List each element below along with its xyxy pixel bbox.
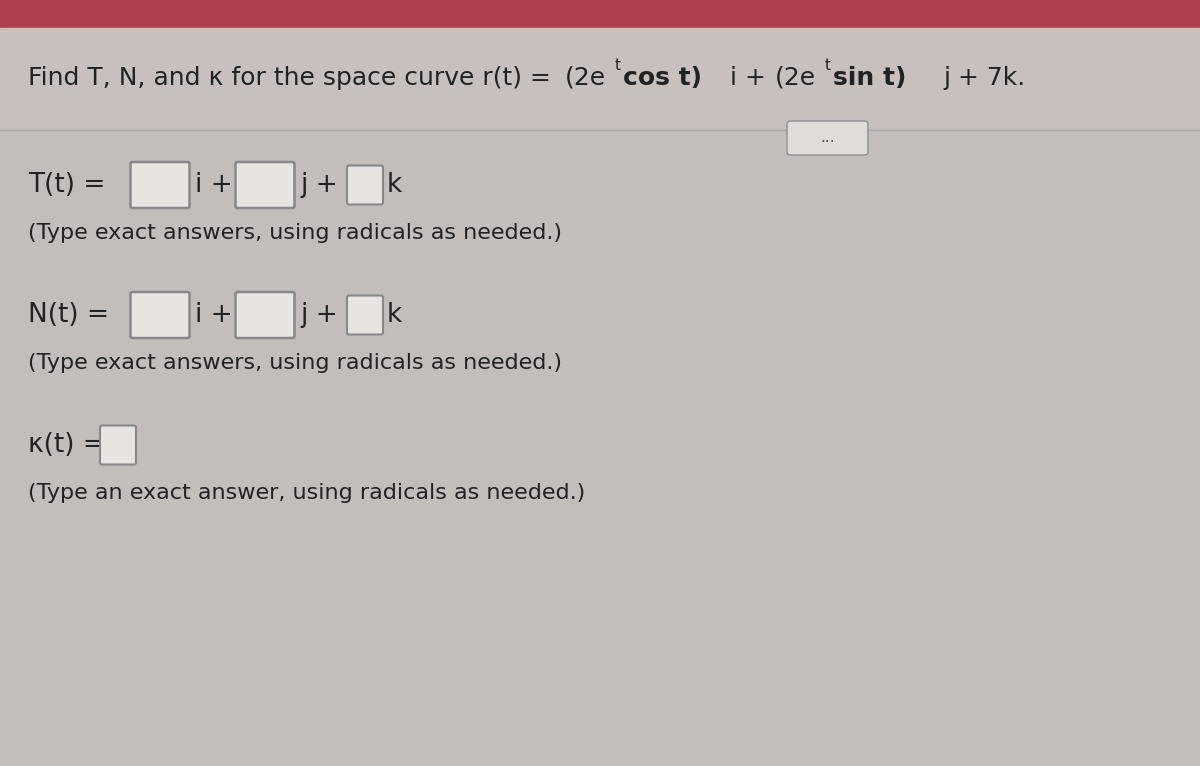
Text: j +: j + <box>300 302 337 328</box>
Text: i +: i + <box>194 302 233 328</box>
FancyBboxPatch shape <box>131 162 190 208</box>
Text: Find T, N, and κ for the space curve r(t) =: Find T, N, and κ for the space curve r(t… <box>28 66 559 90</box>
Text: (2e: (2e <box>565 66 606 90</box>
Text: j + 7k.: j + 7k. <box>943 66 1025 90</box>
Text: t: t <box>616 58 622 74</box>
FancyBboxPatch shape <box>131 292 190 338</box>
Text: i +: i + <box>730 66 766 90</box>
Text: sin t): sin t) <box>833 66 906 90</box>
Text: k: k <box>386 172 402 198</box>
Text: T(t) =: T(t) = <box>28 172 106 198</box>
FancyBboxPatch shape <box>347 165 383 205</box>
FancyBboxPatch shape <box>100 425 136 464</box>
Text: cos t): cos t) <box>623 66 702 90</box>
Text: i +: i + <box>194 172 233 198</box>
Bar <box>0 28 1200 128</box>
Text: N(t) =: N(t) = <box>28 302 109 328</box>
Text: (Type exact answers, using radicals as needed.): (Type exact answers, using radicals as n… <box>28 353 562 373</box>
Text: (Type exact answers, using radicals as needed.): (Type exact answers, using radicals as n… <box>28 223 562 243</box>
Text: κ(t) =: κ(t) = <box>28 432 104 458</box>
FancyBboxPatch shape <box>235 162 294 208</box>
Text: j +: j + <box>300 172 337 198</box>
Bar <box>0 128 1200 766</box>
FancyBboxPatch shape <box>235 292 294 338</box>
FancyBboxPatch shape <box>787 121 868 155</box>
Bar <box>0 0 1200 28</box>
FancyBboxPatch shape <box>347 296 383 335</box>
Text: t: t <box>826 58 830 74</box>
Text: k: k <box>386 302 402 328</box>
Text: (2e: (2e <box>775 66 816 90</box>
Text: ...: ... <box>820 130 835 146</box>
Text: (Type an exact answer, using radicals as needed.): (Type an exact answer, using radicals as… <box>28 483 586 503</box>
